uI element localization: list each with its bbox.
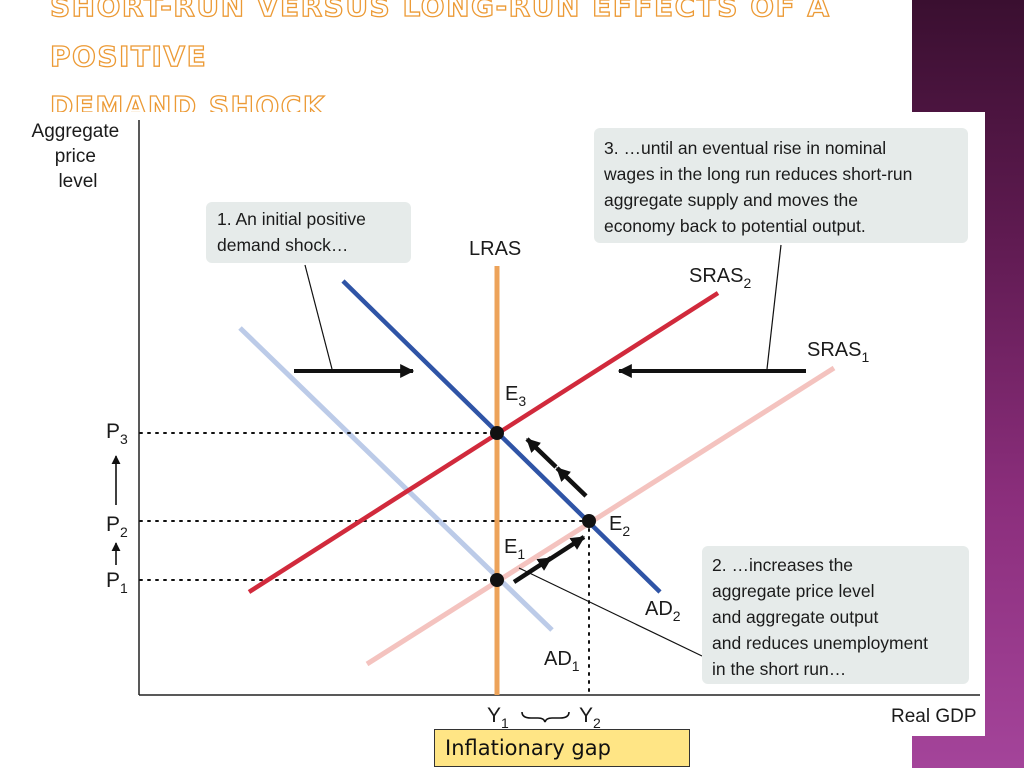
equilibrium-e1-point (490, 573, 504, 587)
y2-label: Y2 (579, 704, 601, 731)
e1-label: E1 (504, 536, 525, 562)
inflationary-gap-brace (521, 711, 570, 723)
p1-label: P1 (106, 569, 128, 596)
y-axis-label: Aggregate price level (32, 121, 125, 192)
ad-as-diagram: Aggregate price level Real GDP (0, 112, 985, 736)
callout-step2 (702, 546, 969, 684)
sras1-curve (365, 365, 836, 667)
sras1-label: SRAS1 (807, 339, 869, 365)
sras2-label: SRAS2 (689, 265, 751, 291)
step1-leader-line (304, 264, 333, 370)
ad1-curve (238, 326, 554, 632)
sras2-curve (247, 291, 720, 594)
e2-to-e3-arrow-2 (525, 437, 558, 469)
inflationary-gap-label: Inflationary gap (434, 729, 690, 767)
step2-leader-line (518, 567, 703, 657)
x-axis-label: Real GDP (891, 706, 977, 727)
e2-to-e3-arrow (555, 466, 588, 498)
callout-step2-text: 2. …increases the aggregate price level … (712, 555, 933, 679)
ad1-label: AD1 (544, 648, 580, 674)
lras-label: LRAS (469, 238, 521, 260)
p2-label: P2 (106, 513, 128, 540)
e1-to-e2-arrow-2 (545, 535, 586, 563)
ad2-label: AD2 (645, 598, 681, 624)
e1-to-e2-arrow (512, 556, 553, 584)
callout-step3-text: 3. …until an eventual rise in nominal wa… (603, 138, 917, 236)
callout-step1 (206, 202, 411, 263)
e3-label: E3 (505, 383, 526, 409)
y1-label: Y1 (487, 704, 509, 731)
step3-leader-line (766, 244, 782, 370)
e2-label: E2 (609, 513, 630, 539)
equilibrium-e3-point (490, 426, 504, 440)
p3-label: P3 (106, 420, 128, 447)
slide-title-line-1: Short-run versus long-run effects of a p… (49, 0, 831, 74)
callout-step1-text: 1. An initial positive demand shock… (217, 209, 371, 255)
diagram-canvas: Aggregate price level Real GDP (32, 120, 980, 731)
callout-step3 (594, 128, 968, 243)
equilibrium-e2-point (582, 514, 596, 528)
